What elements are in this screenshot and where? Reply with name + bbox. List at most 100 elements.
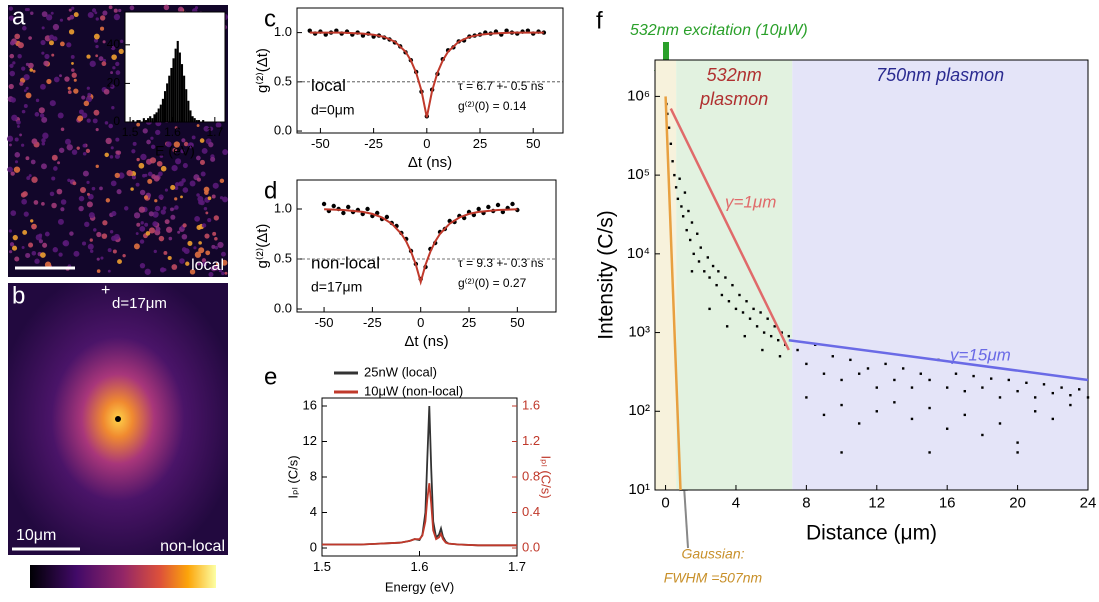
spot xyxy=(217,241,224,249)
spot xyxy=(115,70,121,75)
spot xyxy=(86,180,90,185)
spot xyxy=(86,54,91,59)
data-point xyxy=(341,210,346,216)
spot xyxy=(211,194,216,199)
spot xyxy=(174,182,180,187)
spot xyxy=(95,17,99,21)
spot xyxy=(31,251,37,256)
data-point xyxy=(743,334,746,338)
spot xyxy=(174,197,178,201)
annotation: non-local xyxy=(311,253,380,272)
spot xyxy=(160,209,166,215)
spot xyxy=(39,113,45,118)
spot xyxy=(166,226,173,233)
spot xyxy=(139,239,145,244)
y-tick-label: 0 xyxy=(113,114,120,128)
y2-tick-label: 0.4 xyxy=(522,504,540,519)
spot xyxy=(95,54,99,58)
spot xyxy=(113,13,121,21)
spot xyxy=(57,161,61,165)
y-tick-label: 10⁶ xyxy=(627,87,650,104)
data-point xyxy=(731,283,734,287)
spot xyxy=(147,171,153,177)
spot xyxy=(98,56,104,62)
spot xyxy=(25,252,31,259)
spot xyxy=(198,241,202,245)
spot xyxy=(92,8,97,13)
spot xyxy=(67,86,71,90)
data-point xyxy=(822,413,826,417)
spot xyxy=(152,211,159,218)
spot xyxy=(107,248,112,253)
spot xyxy=(139,189,146,196)
x-tick-label: 25 xyxy=(462,315,476,330)
x-axis-label: Δt (ns) xyxy=(408,154,452,171)
data-point xyxy=(928,406,931,410)
spot xyxy=(24,7,29,12)
spot xyxy=(81,95,86,100)
spot xyxy=(156,160,163,167)
spot xyxy=(147,178,153,184)
x-tick-label: 0 xyxy=(661,494,669,511)
data-point xyxy=(928,378,931,382)
spot xyxy=(175,158,182,165)
spot xyxy=(62,240,70,247)
data-point xyxy=(875,410,878,413)
histogram-bar xyxy=(157,108,160,122)
data-point xyxy=(706,256,710,259)
spot xyxy=(138,206,146,213)
spot xyxy=(81,241,87,246)
spot xyxy=(73,250,80,257)
spot xyxy=(33,200,39,205)
spot xyxy=(71,6,75,10)
spot xyxy=(152,221,158,227)
histogram-bar xyxy=(189,110,192,122)
histogram-bar xyxy=(185,89,188,122)
spot xyxy=(49,100,56,107)
data-point xyxy=(928,451,931,454)
histogram-bar xyxy=(168,75,171,122)
spot xyxy=(95,44,99,49)
spot xyxy=(46,14,53,21)
spot xyxy=(93,33,100,40)
spot xyxy=(178,181,184,187)
data-point xyxy=(972,374,975,378)
spot xyxy=(154,205,161,212)
x-tick-label: 1.6 xyxy=(410,559,428,574)
data-point xyxy=(1033,410,1037,413)
spot xyxy=(38,239,43,244)
x-tick-label: 16 xyxy=(939,494,956,511)
x-tick-label: 50 xyxy=(526,136,540,151)
x-tick-label: 1.5 xyxy=(313,559,331,574)
y-axis-label: Intensity (C/s) xyxy=(595,210,618,340)
fit-line xyxy=(669,108,790,351)
spot xyxy=(172,147,177,153)
spot xyxy=(102,220,108,226)
data-point xyxy=(541,30,547,35)
panel-label: c xyxy=(264,5,276,32)
data-point xyxy=(822,372,826,375)
spot xyxy=(9,250,13,254)
data-point xyxy=(720,293,724,297)
spot xyxy=(28,174,32,178)
data-point xyxy=(715,283,718,287)
histogram-bar xyxy=(149,116,152,122)
data-point xyxy=(954,372,958,375)
y-tick-label: 16 xyxy=(303,397,317,412)
spot xyxy=(145,231,151,236)
spot xyxy=(155,129,161,136)
spot xyxy=(101,61,107,67)
spot xyxy=(149,157,157,164)
spot xyxy=(135,232,139,235)
spot xyxy=(92,118,98,124)
spot xyxy=(146,139,151,145)
data-point xyxy=(504,28,509,33)
y2-axis-label: Iₚₗ (C/s) xyxy=(539,455,554,498)
data-point xyxy=(1077,388,1081,391)
spot xyxy=(76,146,80,150)
spot xyxy=(21,198,27,205)
data-point xyxy=(669,142,673,145)
data-point xyxy=(778,355,782,358)
spot xyxy=(198,247,205,254)
